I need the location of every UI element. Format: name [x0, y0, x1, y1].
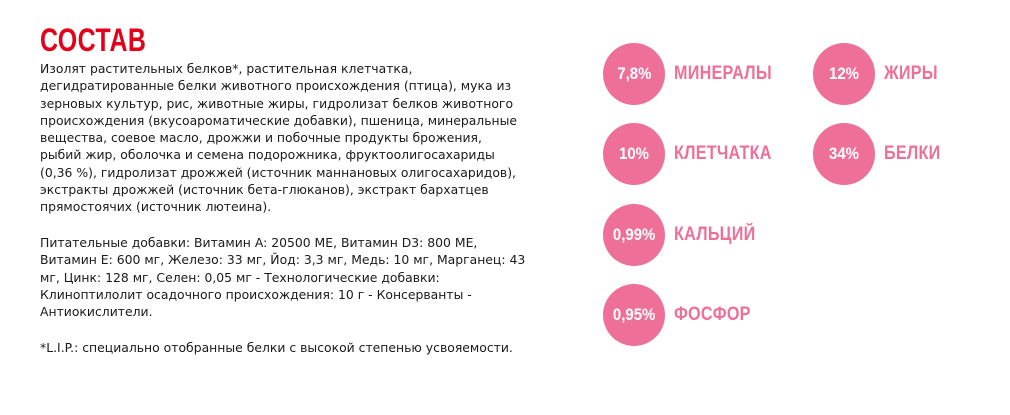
- nutrient-value: 7,8%: [616, 64, 652, 83]
- composition-line: экстракты дрожжей (источник бета-глюкано…: [40, 182, 489, 198]
- nutrient-fiber: 10% КЛЕТЧАТКА: [603, 123, 789, 185]
- nutrient-value: 10%: [619, 144, 649, 163]
- nutrient-phosphorus: 0,95% ФОСФОР: [603, 284, 764, 346]
- value-circle: 10%: [603, 123, 665, 185]
- additives-line: Клиноптилолит осадочного происхождения: …: [40, 286, 472, 302]
- composition-line: вещества, соевое масло, дрожжи и побочны…: [40, 130, 482, 146]
- value-circle: 7,8%: [603, 43, 665, 105]
- additives-line: Витамин E: 600 мг, Железо: 33 мг, Йод: 3…: [40, 252, 526, 268]
- nutrient-label: МИНЕРАЛЫ: [674, 63, 772, 84]
- composition-line: Изолят растительных белков*, растительна…: [40, 61, 413, 76]
- composition-text: Изолят растительных белков*, растительна…: [40, 60, 560, 216]
- additives-line: Питательные добавки: Витамин A: 20500 МЕ…: [40, 235, 478, 250]
- value-circle: 0,95%: [603, 284, 665, 346]
- nutrient-protein: 34% БЕЛКИ: [813, 123, 950, 185]
- composition-line: прямостоячих (источник лютеина).: [40, 199, 272, 215]
- nutrient-calcium: 0,99% КАЛЬЦИЙ: [603, 204, 770, 266]
- section-title: СОСТАВ: [40, 22, 147, 58]
- additives-line: Антиокислители.: [40, 304, 153, 320]
- nutrient-label: КАЛЬЦИЙ: [674, 224, 756, 245]
- nutrient-label: КЛЕТЧАТКА: [674, 143, 772, 164]
- additives-line: мг, Цинк: 128 мг, Селен: 0,05 мг - Техно…: [40, 269, 440, 285]
- nutrient-label: ЖИРЫ: [884, 63, 938, 84]
- composition-line: дегидратированные белки животного происх…: [40, 78, 512, 94]
- value-circle: 0,99%: [603, 204, 665, 266]
- nutrient-value: 34%: [829, 144, 859, 163]
- value-circle: 34%: [813, 123, 875, 185]
- composition-line: рыбий жир, оболочка и семена подорожника…: [40, 147, 495, 163]
- nutrient-value: 0,99%: [612, 225, 656, 244]
- nutrient-label: ФОСФОР: [674, 304, 751, 325]
- nutrient-fats: 12% ЖИРЫ: [813, 43, 947, 105]
- nutrient-value: 0,95%: [612, 305, 656, 324]
- footnote-text: *L.I.P.: специально отобранные белки с в…: [40, 340, 513, 355]
- nutrient-minerals: 7,8% МИНЕРАЛЫ: [603, 43, 789, 105]
- composition-line: зерновых культур, рис, животные жиры, ги…: [40, 95, 514, 111]
- additives-text: Питательные добавки: Витамин A: 20500 МЕ…: [40, 234, 560, 320]
- nutrient-label: БЕЛКИ: [884, 143, 941, 164]
- value-circle: 12%: [813, 43, 875, 105]
- composition-line: (0,36 %), гидролизат дрожжей (источник м…: [40, 164, 516, 180]
- nutrient-value: 12%: [829, 64, 859, 83]
- composition-line: происхождения (вкусоароматические добавк…: [40, 112, 518, 128]
